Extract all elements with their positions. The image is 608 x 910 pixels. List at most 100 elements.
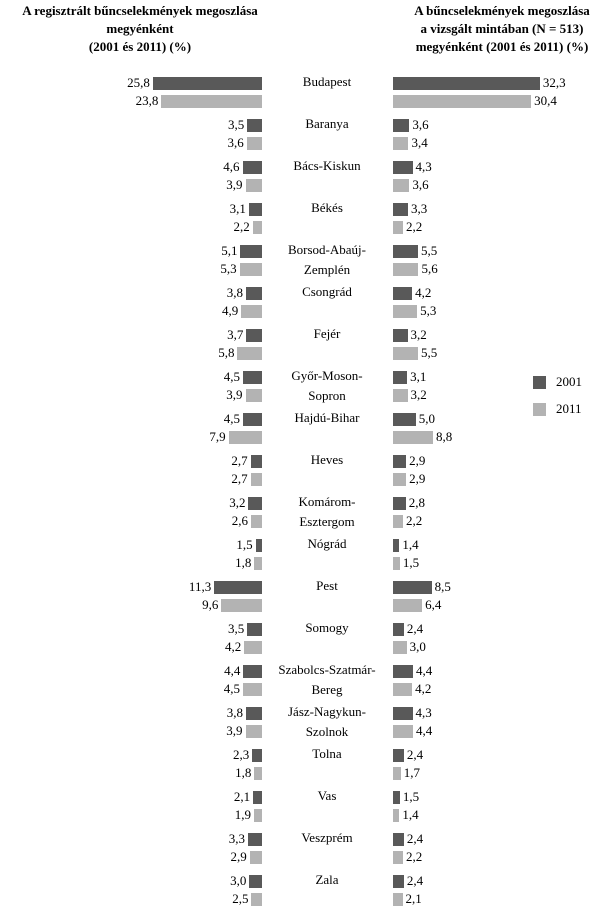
value-label: 5,6	[421, 261, 438, 276]
category-label: Baranya	[305, 116, 349, 131]
bar	[393, 641, 407, 654]
category-label: Somogy	[305, 620, 349, 635]
bar	[393, 581, 432, 594]
bar	[393, 179, 410, 192]
value-label: 2,2	[406, 219, 423, 234]
bar	[393, 221, 403, 234]
category-label: Vas	[317, 788, 337, 803]
value-label: 1,4	[402, 537, 419, 552]
bar	[393, 263, 419, 276]
value-label: 3,6	[412, 177, 429, 192]
value-label: 5,0	[418, 411, 435, 426]
bar	[393, 371, 408, 384]
value-label: 4,4	[416, 663, 433, 678]
value-label: 4,6	[223, 159, 240, 174]
bar	[393, 707, 413, 720]
bar	[242, 413, 262, 426]
value-label: 1,5	[236, 537, 253, 552]
bar	[221, 599, 262, 612]
bar	[247, 119, 262, 132]
value-label: 1,9	[234, 807, 251, 822]
bar	[393, 137, 409, 150]
value-label: 5,5	[421, 345, 438, 360]
value-label: 3,7	[227, 327, 244, 342]
bar	[248, 497, 262, 510]
category-label: Bács-Kiskun	[293, 158, 361, 173]
bar	[393, 665, 413, 678]
value-label: 5,1	[221, 243, 238, 258]
legend-label: 2001	[556, 374, 582, 389]
value-label: 1,7	[403, 765, 420, 780]
bar	[393, 77, 540, 90]
value-label: 1,8	[235, 555, 252, 570]
value-label: 4,4	[224, 663, 241, 678]
bar	[393, 95, 532, 108]
bar	[244, 641, 262, 654]
value-label: 2,4	[406, 873, 424, 888]
bar	[393, 599, 423, 612]
value-label: 2,2	[233, 219, 250, 234]
bar	[245, 287, 262, 300]
category-label: Borsod-Abaúj- Zemplén	[288, 242, 366, 277]
bar	[242, 371, 262, 384]
bar	[242, 683, 262, 696]
value-label: 2,7	[231, 453, 248, 468]
bar	[253, 791, 262, 804]
category-label: Zala	[315, 872, 339, 887]
category-label: Budapest	[302, 74, 352, 89]
bar	[393, 203, 408, 216]
value-label: 1,4	[402, 807, 419, 822]
value-label: 3,5	[227, 117, 245, 132]
value-label: 4,9	[222, 303, 239, 318]
value-label: 30,4	[534, 93, 557, 108]
category-label: Békés	[311, 200, 343, 215]
value-label: 2,3	[233, 747, 250, 762]
bar	[393, 809, 400, 822]
bar	[250, 455, 262, 468]
bar	[393, 413, 416, 426]
legend-label: 2011	[556, 401, 582, 416]
value-label: 4,3	[415, 159, 432, 174]
category-label: Heves	[310, 452, 344, 467]
bar	[245, 707, 262, 720]
value-label: 3,9	[226, 177, 243, 192]
value-label: 4,2	[415, 681, 432, 696]
value-label: 4,5	[223, 369, 240, 384]
bar	[249, 851, 262, 864]
bar	[393, 245, 418, 258]
bar	[393, 683, 413, 696]
bar	[393, 515, 403, 528]
bar	[243, 665, 262, 678]
bar	[393, 557, 400, 570]
value-label: 3,3	[411, 201, 428, 216]
value-label: 3,1	[410, 369, 427, 384]
bar	[393, 539, 400, 552]
bar	[393, 791, 400, 804]
value-label: 4,2	[415, 285, 432, 300]
value-label: 2,4	[406, 621, 424, 636]
bar	[393, 347, 418, 360]
value-label: 6,4	[425, 597, 442, 612]
bar	[393, 875, 404, 888]
category-label: Pest	[316, 578, 338, 593]
legend-swatch	[533, 376, 546, 389]
bar	[228, 431, 262, 444]
bar	[393, 389, 408, 402]
bar	[393, 119, 410, 132]
bar	[214, 581, 262, 594]
bar	[250, 473, 262, 486]
value-label: 3,9	[226, 723, 243, 738]
category-label: Komárom- Esztergom	[298, 494, 356, 529]
value-label: 3,6	[412, 117, 429, 132]
bar	[251, 515, 262, 528]
bar	[254, 557, 262, 570]
bar	[240, 245, 262, 258]
value-label: 1,5	[402, 789, 420, 804]
bar	[252, 749, 262, 762]
category-label: Jász-Nagykun- Szolnok	[288, 704, 366, 739]
bar	[249, 875, 262, 888]
bar	[248, 203, 262, 216]
value-label: 2,9	[409, 453, 426, 468]
value-label: 2,2	[406, 513, 423, 528]
bar	[393, 767, 401, 780]
